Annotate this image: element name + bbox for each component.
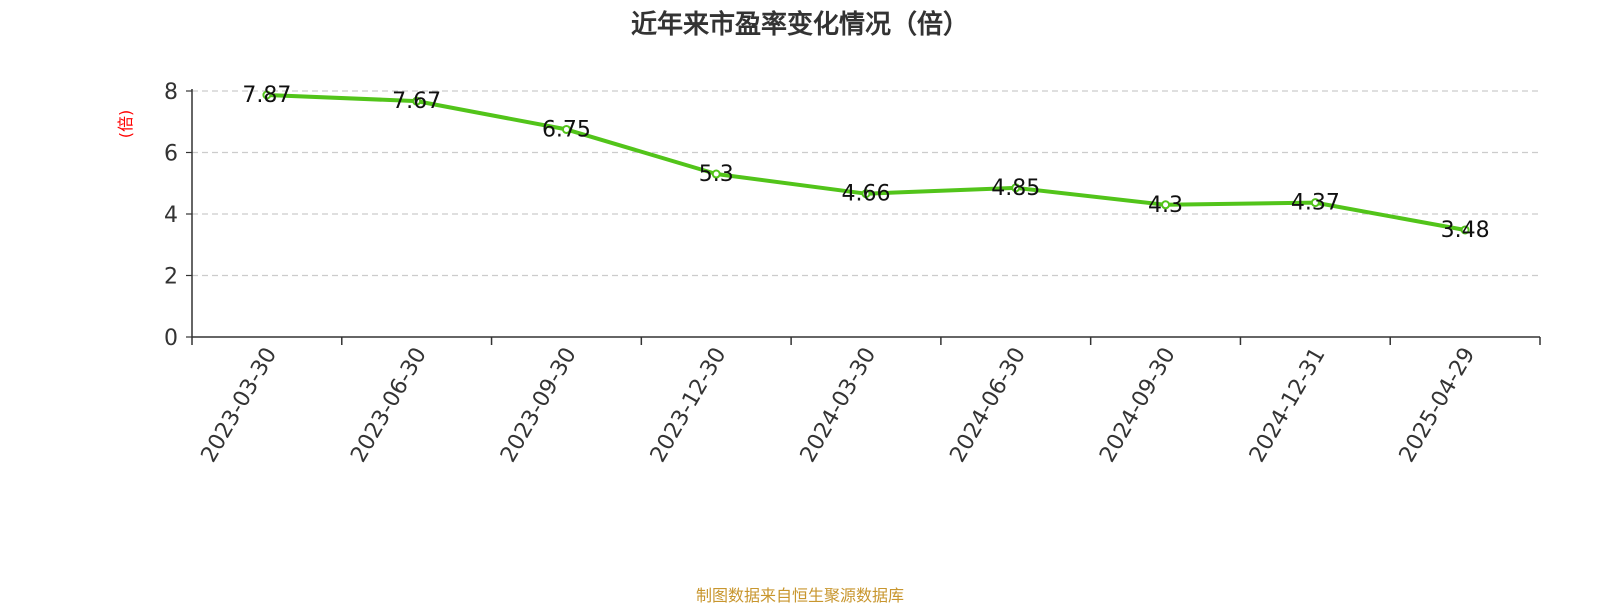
series-line	[266, 93, 1466, 232]
data-point	[1460, 225, 1470, 235]
data-label: 3.48	[1441, 218, 1490, 243]
data-label: 6.75	[542, 117, 591, 142]
data-point	[561, 124, 571, 134]
x-tick-label: 2024-03-30	[796, 344, 882, 467]
data-point	[1310, 198, 1320, 208]
x-tick-label: 2023-09-30	[496, 344, 582, 467]
x-tick-label: 2023-03-30	[197, 344, 283, 467]
y-tick-label: 0	[164, 326, 178, 351]
x-axis-ticks: 2023-03-30 2023-06-30 2023-09-30 2023-12-30…	[191, 337, 1541, 467]
data-label: 7.87	[242, 83, 291, 108]
x-tick-label: 2024-06-30	[945, 344, 1031, 467]
x-tick-label: 2025-04-29	[1395, 344, 1481, 467]
y-tick-label: 2	[164, 265, 178, 290]
x-tick-label: 2024-09-30	[1095, 344, 1181, 467]
y-axis-label: (倍)	[116, 110, 135, 139]
x-tick-label: 2023-12-30	[646, 344, 732, 467]
data-label: 5.3	[699, 162, 734, 187]
grid-lines	[192, 90, 1540, 277]
data-point	[861, 189, 871, 199]
data-labels: 7.87 7.67 6.75 5.3 4.66 4.85 4.3 4.37 3.48	[242, 83, 1489, 243]
data-label: 4.66	[842, 182, 891, 207]
data-point	[1161, 200, 1171, 210]
data-label: 4.37	[1291, 191, 1340, 216]
data-point	[262, 90, 272, 100]
source-note: 制图数据来自恒生聚源数据库	[695, 586, 904, 605]
x-tick-label: 2023-06-30	[346, 343, 432, 466]
y-tick-label: 4	[164, 203, 178, 228]
y-tick-label: 6	[164, 142, 178, 167]
axes	[191, 89, 1540, 338]
data-label: 4.85	[991, 176, 1040, 201]
series-group	[262, 90, 1470, 235]
data-point	[1011, 183, 1021, 193]
y-axis-ticks: 0 2 4 6 8	[164, 80, 192, 351]
chart-title: 近年来市盈率变化情况（倍）	[630, 10, 969, 40]
data-point	[412, 96, 422, 106]
x-tick-label: 2024-12-31	[1245, 344, 1331, 467]
data-label: 4.3	[1148, 193, 1183, 218]
data-point	[711, 169, 721, 179]
y-tick-label: 8	[164, 80, 178, 105]
data-label: 7.67	[392, 89, 441, 114]
